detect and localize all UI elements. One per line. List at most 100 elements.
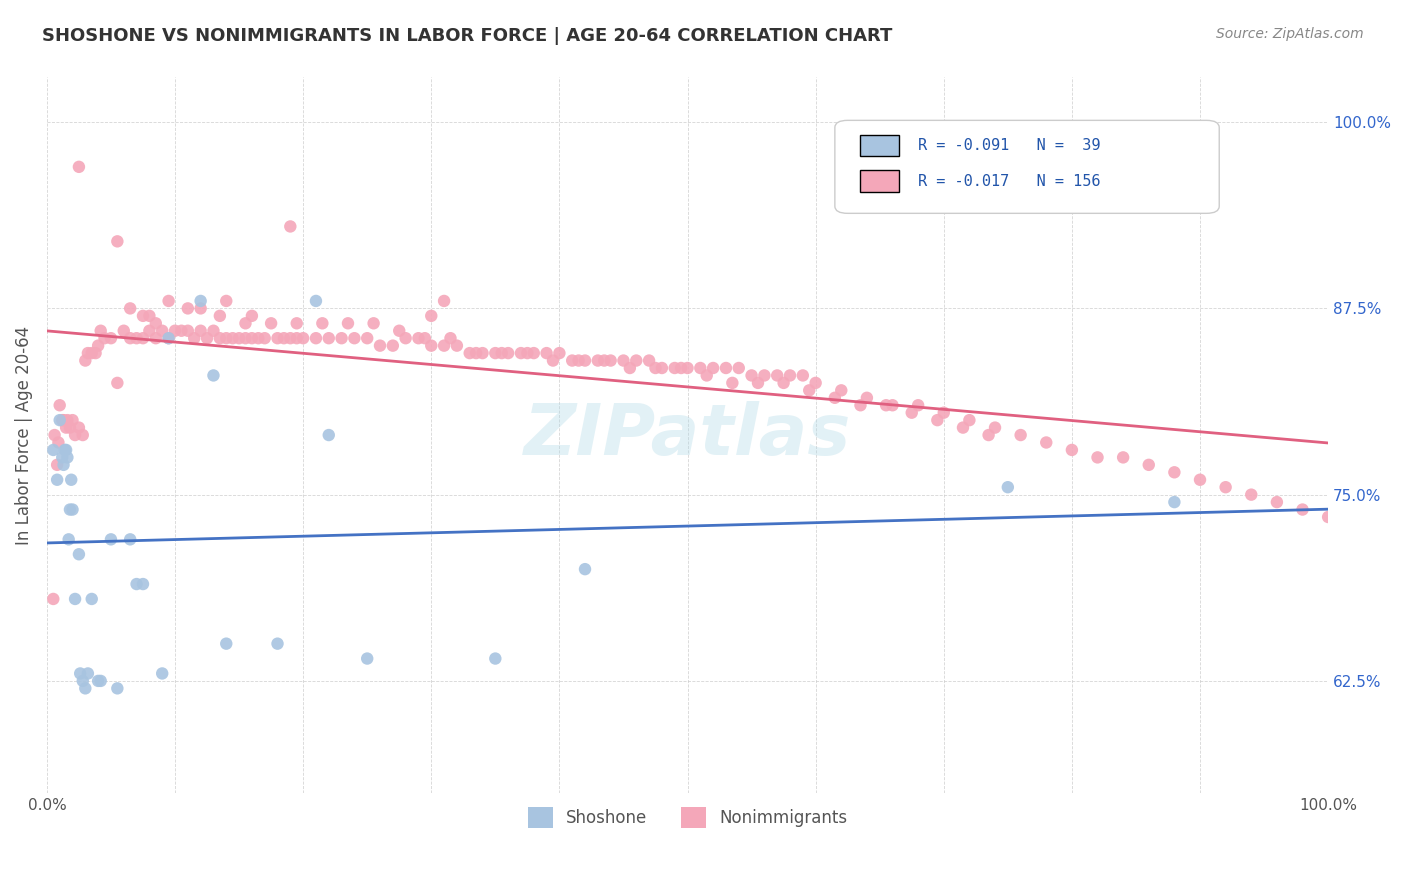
Point — [927, 413, 949, 427]
Point — [112, 324, 135, 338]
Point — [356, 651, 378, 665]
Point — [132, 309, 155, 323]
Point — [381, 338, 404, 352]
Point — [626, 353, 648, 368]
Point — [612, 353, 634, 368]
Point — [1163, 465, 1185, 479]
Point — [714, 361, 737, 376]
Y-axis label: In Labor Force | Age 20-64: In Labor Force | Age 20-64 — [15, 326, 32, 545]
Point — [253, 331, 276, 345]
Point — [138, 309, 160, 323]
Point — [330, 331, 353, 345]
Point — [957, 413, 980, 427]
Point — [446, 338, 468, 352]
Text: ZIPatlas: ZIPatlas — [524, 401, 851, 469]
Point — [67, 420, 90, 434]
Point — [59, 420, 82, 434]
Point — [80, 591, 103, 606]
Point — [900, 406, 922, 420]
Point — [72, 428, 94, 442]
Point — [260, 316, 283, 330]
Point — [849, 398, 872, 412]
Point — [190, 301, 212, 316]
Point — [548, 346, 571, 360]
Point — [747, 376, 769, 390]
Point — [120, 331, 142, 345]
Point — [388, 324, 411, 338]
Point — [62, 502, 84, 516]
Point — [292, 331, 315, 345]
Point — [433, 338, 456, 352]
Point — [484, 651, 506, 665]
Point — [311, 316, 333, 330]
Point — [305, 293, 328, 308]
Point — [67, 547, 90, 561]
Point — [90, 673, 112, 688]
Point — [48, 413, 70, 427]
Point — [1010, 428, 1032, 442]
Point — [67, 160, 90, 174]
Point — [59, 502, 82, 516]
Point — [51, 450, 73, 465]
Point — [496, 346, 519, 360]
Point — [202, 368, 225, 383]
Point — [830, 384, 852, 398]
Point — [336, 316, 359, 330]
Point — [1240, 488, 1263, 502]
Point — [1137, 458, 1160, 472]
Point — [56, 413, 79, 427]
Point — [1265, 495, 1288, 509]
Point — [318, 331, 340, 345]
Point — [42, 442, 65, 457]
Text: Source: ZipAtlas.com: Source: ZipAtlas.com — [1216, 27, 1364, 41]
Point — [150, 666, 173, 681]
Point — [1215, 480, 1237, 494]
Point — [157, 293, 180, 308]
Point — [72, 673, 94, 688]
Point — [221, 331, 243, 345]
Point — [368, 338, 391, 352]
Point — [52, 458, 75, 472]
Point — [120, 533, 142, 547]
Point — [247, 331, 270, 345]
Point — [60, 473, 83, 487]
Point — [651, 361, 673, 376]
Point — [741, 368, 763, 383]
Point — [195, 331, 218, 345]
Point — [984, 420, 1007, 434]
Point — [77, 666, 100, 681]
Point — [90, 324, 112, 338]
Point — [574, 562, 596, 576]
Point — [433, 293, 456, 308]
Point — [44, 428, 66, 442]
Point — [105, 376, 128, 390]
Point — [163, 324, 186, 338]
Point — [150, 324, 173, 338]
Point — [343, 331, 366, 345]
Point — [574, 353, 596, 368]
Point — [48, 435, 70, 450]
Point — [420, 338, 443, 352]
Point — [356, 331, 378, 345]
Point — [157, 331, 180, 345]
Point — [157, 331, 180, 345]
Point — [273, 331, 295, 345]
Point — [190, 293, 212, 308]
Point — [46, 458, 69, 472]
Point — [240, 331, 263, 345]
Point — [183, 331, 205, 345]
Point — [51, 413, 73, 427]
Point — [87, 673, 110, 688]
Point — [177, 301, 200, 316]
Point — [413, 331, 436, 345]
Point — [93, 331, 115, 345]
Point — [363, 316, 385, 330]
Point — [53, 442, 76, 457]
Text: SHOSHONE VS NONIMMIGRANTS IN LABOR FORCE | AGE 20-64 CORRELATION CHART: SHOSHONE VS NONIMMIGRANTS IN LABOR FORCE… — [42, 27, 893, 45]
Point — [170, 324, 193, 338]
Point — [42, 591, 65, 606]
Point — [510, 346, 533, 360]
Point — [145, 316, 167, 330]
Point — [145, 331, 167, 345]
Point — [516, 346, 538, 360]
